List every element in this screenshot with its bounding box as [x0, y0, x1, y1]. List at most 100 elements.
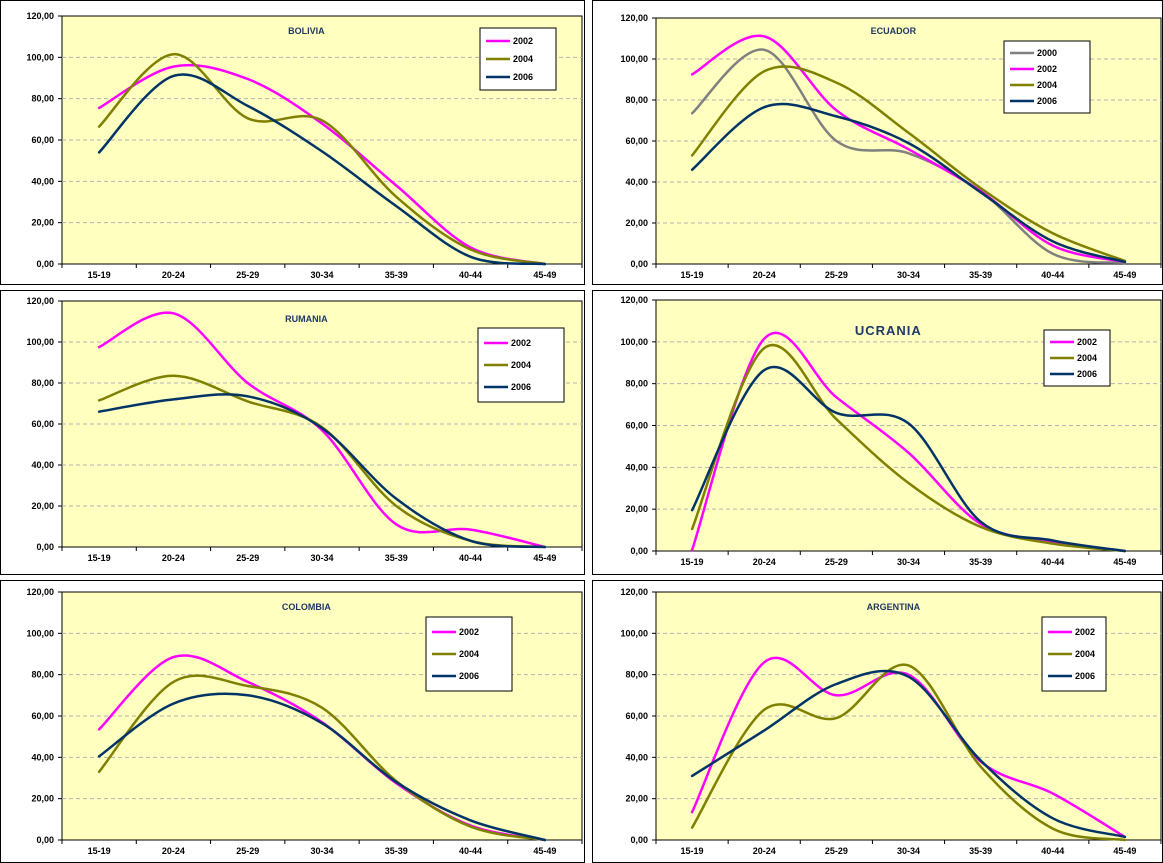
x-tick-label: 45-49 [1113, 846, 1136, 856]
x-tick-label: 20-24 [753, 846, 776, 856]
y-tick-label: 120,00 [620, 13, 648, 23]
chart-title: BOLIVIA [288, 26, 325, 36]
y-tick-label: 120,00 [620, 295, 648, 305]
y-tick-label: 20,00 [31, 218, 54, 228]
legend-label: 2004 [1075, 649, 1095, 659]
chart-panel-ecuador: 0,00 20,00 40,00 60,00 80,00 100,00 120,00 15-1… [592, 0, 1163, 285]
y-tick-label: 60,00 [31, 419, 54, 429]
y-tick-label: 120,00 [26, 11, 54, 21]
chart-panel-bolivia: 0,00 20,00 40,00 60,00 80,00 100,00 120,00 15-1… [0, 0, 585, 285]
x-tick-label: 30-34 [897, 270, 920, 280]
legend-label: 2006 [511, 382, 531, 392]
x-tick-label: 45-49 [1113, 557, 1136, 567]
x-tick-label: 35-39 [385, 846, 408, 856]
x-tick-label: 15-19 [681, 557, 704, 567]
x-tick-label: 40-44 [459, 270, 482, 280]
legend-label: 2002 [511, 338, 531, 348]
chart-title: UCRANIA [855, 323, 922, 338]
y-tick-label: 60,00 [625, 711, 648, 721]
legend-label: 2004 [1037, 80, 1057, 90]
y-tick-label: 60,00 [625, 136, 648, 146]
series-line-2004 [690, 343, 1127, 553]
chart-title: ECUADOR [871, 26, 917, 36]
y-tick-label: 20,00 [625, 504, 648, 514]
y-tick-label: 80,00 [31, 378, 54, 388]
x-tick-label: 20-24 [753, 270, 776, 280]
x-tick-label: 35-39 [385, 553, 408, 563]
x-tick-label: 35-39 [969, 557, 992, 567]
legend-label: 2006 [1077, 369, 1097, 379]
y-tick-label: 100,00 [620, 628, 648, 638]
y-tick-label: 0,00 [630, 835, 648, 845]
x-tick-label: 40-44 [459, 846, 482, 856]
y-tick-label: 80,00 [31, 94, 54, 104]
y-tick-label: 20,00 [625, 794, 648, 804]
line-chart: 0,00 20,00 40,00 60,00 80,00 100,00 120,00 15-1… [592, 290, 1163, 575]
x-tick-label: 15-19 [88, 270, 111, 280]
x-tick-label: 30-34 [897, 846, 920, 856]
y-tick-label: 120,00 [26, 296, 54, 306]
legend-label: 2006 [459, 671, 479, 681]
x-tick-label: 35-39 [969, 270, 992, 280]
y-tick-label: 100,00 [26, 628, 54, 638]
x-tick-label: 25-29 [825, 270, 848, 280]
legend-label: 2002 [1075, 627, 1095, 637]
y-tick-label: 20,00 [31, 794, 54, 804]
x-tick-label: 20-24 [162, 270, 185, 280]
x-tick-label: 30-34 [310, 270, 333, 280]
x-tick-label: 30-34 [310, 553, 333, 563]
x-tick-label: 15-19 [681, 270, 704, 280]
y-tick-label: 0,00 [36, 542, 54, 552]
y-tick-label: 0,00 [36, 259, 54, 269]
y-tick-label: 80,00 [31, 670, 54, 680]
x-tick-label: 25-29 [236, 270, 259, 280]
y-tick-label: 100,00 [26, 52, 54, 62]
line-chart: 0,00 20,00 40,00 60,00 80,00 100,00 120,00 15-1… [0, 290, 585, 575]
y-tick-label: 20,00 [31, 501, 54, 511]
chart-title: ARGENTINA [867, 602, 921, 612]
legend-label: 2000 [1037, 48, 1057, 58]
y-tick-label: 40,00 [31, 460, 54, 470]
x-tick-label: 45-49 [533, 553, 556, 563]
y-tick-label: 60,00 [625, 421, 648, 431]
legend-label: 2002 [1037, 64, 1057, 74]
legend-label: 2002 [1077, 337, 1097, 347]
x-tick-label: 25-29 [825, 846, 848, 856]
y-tick-label: 100,00 [620, 54, 648, 64]
chart-panel-ucrania: 0,00 20,00 40,00 60,00 80,00 100,00 120,00 15-1… [592, 290, 1163, 575]
y-tick-label: 40,00 [31, 176, 54, 186]
chart-title: COLOMBIA [282, 602, 331, 612]
line-chart: 0,00 20,00 40,00 60,00 80,00 100,00 120,00 15-1… [0, 0, 585, 285]
y-tick-label: 100,00 [26, 337, 54, 347]
y-tick-label: 60,00 [31, 135, 54, 145]
legend-label: 2002 [513, 36, 533, 46]
chart-title: RUMANIA [285, 314, 328, 324]
series-line-2006 [690, 365, 1127, 553]
y-tick-label: 80,00 [625, 379, 648, 389]
y-tick-label: 40,00 [625, 752, 648, 762]
x-tick-label: 20-24 [162, 553, 185, 563]
x-tick-label: 45-49 [533, 270, 556, 280]
legend-label: 2004 [513, 54, 533, 64]
y-tick-label: 20,00 [625, 218, 648, 228]
x-tick-label: 45-49 [1113, 270, 1136, 280]
legend-label: 2004 [459, 649, 479, 659]
y-tick-label: 40,00 [31, 752, 54, 762]
x-tick-label: 25-29 [236, 553, 259, 563]
y-tick-label: 0,00 [630, 259, 648, 269]
y-tick-label: 100,00 [620, 337, 648, 347]
x-tick-label: 40-44 [1041, 557, 1064, 567]
x-tick-label: 15-19 [88, 846, 111, 856]
y-tick-label: 40,00 [625, 177, 648, 187]
y-tick-label: 80,00 [625, 95, 648, 105]
x-tick-label: 45-49 [533, 846, 556, 856]
x-tick-label: 20-24 [753, 557, 776, 567]
y-tick-label: 80,00 [625, 670, 648, 680]
line-chart: 0,00 20,00 40,00 60,00 80,00 100,00 120,00 15-1… [592, 580, 1163, 863]
x-tick-label: 25-29 [236, 846, 259, 856]
x-tick-label: 40-44 [459, 553, 482, 563]
x-tick-label: 40-44 [1041, 270, 1064, 280]
y-tick-label: 0,00 [630, 546, 648, 556]
x-tick-label: 30-34 [310, 846, 333, 856]
y-tick-label: 60,00 [31, 711, 54, 721]
